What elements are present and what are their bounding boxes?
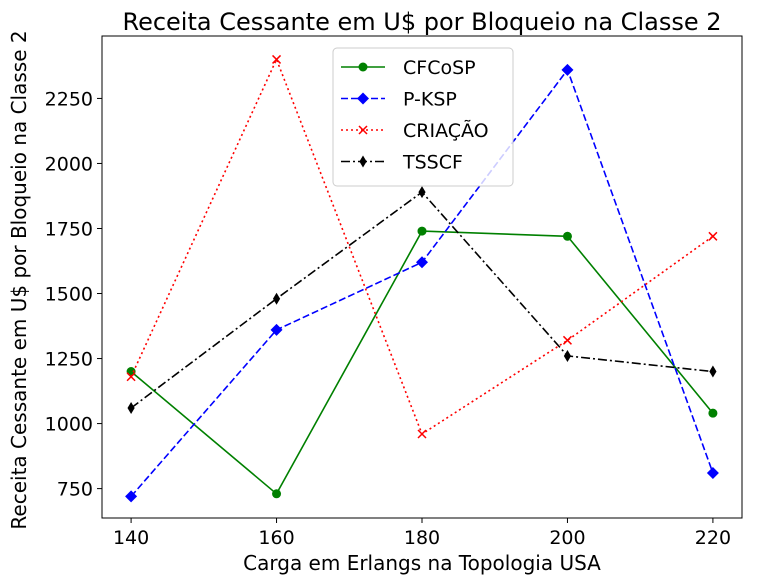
legend-marker-cfcosp — [358, 62, 368, 72]
data-point-cria-o — [708, 231, 718, 241]
legend-box — [332, 47, 514, 187]
legend-marker-tsscf — [359, 155, 367, 168]
y-tick-label: 1250 — [45, 349, 93, 371]
data-point-p-ksp — [561, 63, 574, 76]
series-cfcosp — [126, 226, 718, 499]
y-tick-label: 1500 — [45, 284, 93, 306]
plot-frame — [101, 35, 743, 519]
x-tick-label: 220 — [695, 527, 731, 549]
data-point-cfcosp — [708, 408, 718, 418]
data-point-cria-o — [126, 372, 136, 382]
data-point-tsscf — [127, 401, 135, 414]
y-axis-label: Receita Cessante em U$ por Bloqueio na C… — [7, 30, 31, 529]
x-axis-label: Carga em Erlangs na Topologia USA — [243, 551, 601, 575]
legend: CFCoSP P-KSP CRIAÇÃO TSSCF — [332, 47, 514, 187]
data-point-cria-o — [417, 429, 427, 439]
legend-marker-p-ksp — [357, 92, 369, 105]
data-point-cfcosp — [417, 226, 427, 236]
y-tick-label: 1750 — [45, 218, 93, 240]
x-tick-label: 160 — [258, 527, 294, 549]
x-tick-label: 180 — [404, 527, 440, 549]
y-tick-label: 1000 — [45, 414, 93, 436]
plot-area: 140 160 180 200 220 750 1000 1250 1500 1750 2000 22… — [45, 35, 743, 549]
data-point-cria-o — [562, 335, 572, 345]
y-tick-label: 2250 — [45, 88, 93, 110]
x-tick-label: 140 — [113, 527, 149, 549]
x-tick-label: 200 — [549, 527, 585, 549]
legend-label-tsscf: TSSCF — [402, 152, 463, 174]
data-point-tsscf — [709, 365, 717, 378]
legend-marker-cria-o — [358, 125, 368, 135]
y-tick-label: 2000 — [45, 153, 93, 175]
chart-title: Receita Cessante em U$ por Bloqueio na C… — [122, 8, 721, 36]
data-point-tsscf — [563, 349, 572, 362]
series-tsscf — [127, 186, 717, 414]
data-point-p-ksp — [270, 323, 283, 336]
data-point-tsscf — [418, 186, 426, 199]
data-point-tsscf — [272, 292, 281, 305]
y-tick-label: 750 — [57, 479, 93, 501]
legend-label-cria-o: CRIAÇÃO — [403, 119, 489, 142]
legend-label-p-ksp: P-KSP — [403, 89, 457, 111]
data-point-p-ksp — [125, 490, 138, 503]
data-point-cfcosp — [272, 489, 282, 499]
data-point-p-ksp — [706, 466, 719, 479]
data-point-p-ksp — [416, 256, 428, 269]
legend-label-cfcosp: CFCoSP — [403, 57, 476, 79]
data-point-cfcosp — [562, 231, 572, 241]
data-point-cria-o — [272, 54, 282, 64]
series-cria-o — [126, 54, 718, 439]
series-p-ksp — [125, 63, 719, 503]
